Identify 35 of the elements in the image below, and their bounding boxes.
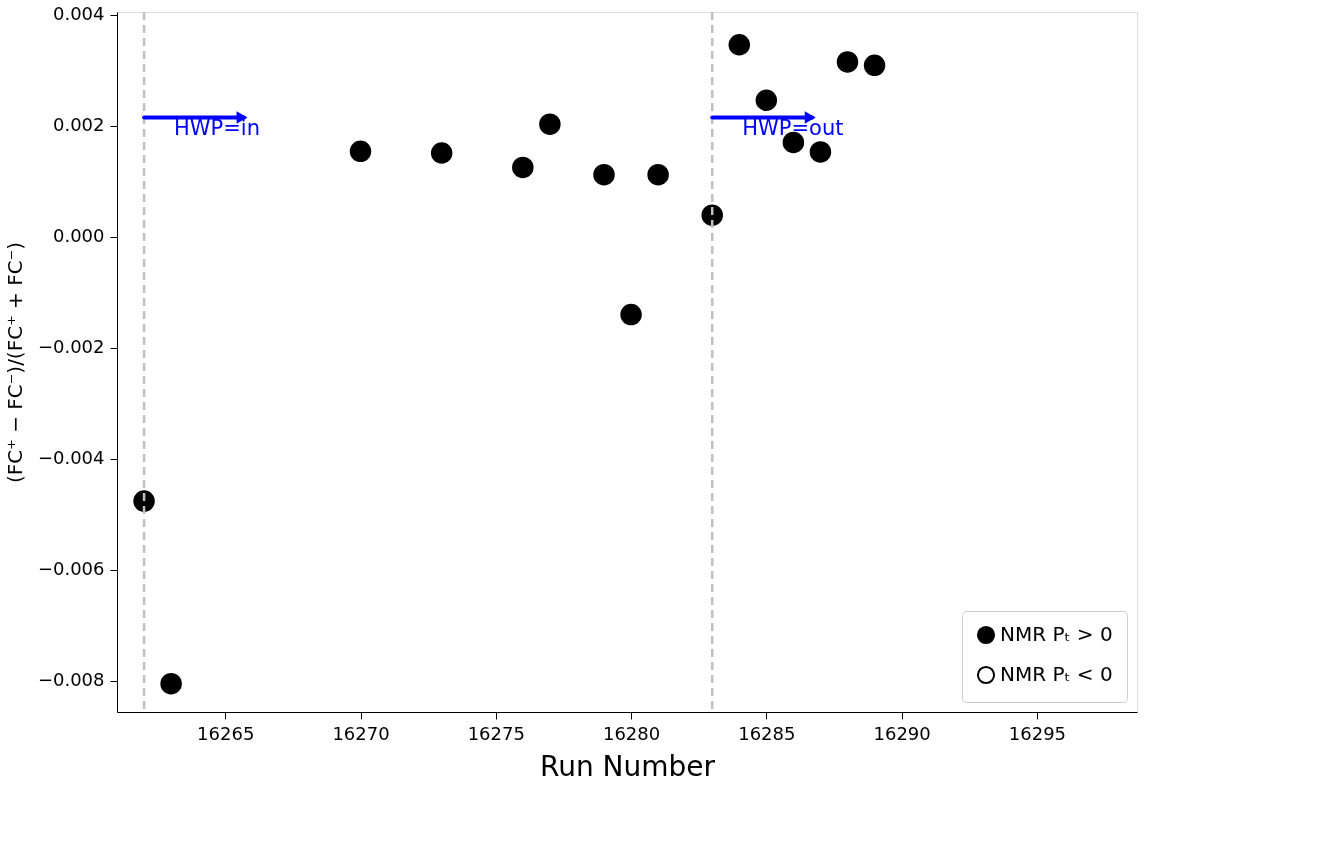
point bbox=[160, 672, 182, 695]
x-tick-label: 16280 bbox=[602, 722, 661, 744]
x-axis-title: Run Number bbox=[539, 749, 716, 783]
y-tick-label: 0.000 bbox=[52, 225, 105, 247]
x-tick-label: 16275 bbox=[467, 722, 525, 744]
point bbox=[539, 113, 561, 135]
point bbox=[512, 156, 534, 179]
point bbox=[701, 204, 723, 226]
point bbox=[728, 34, 751, 56]
point bbox=[430, 142, 453, 164]
point bbox=[809, 141, 832, 163]
y-tick-label: −0.002 bbox=[37, 336, 105, 358]
x-tick-label: 16290 bbox=[873, 722, 931, 744]
point bbox=[593, 163, 615, 186]
y-tick-label: −0.004 bbox=[37, 447, 105, 469]
x-tick-label: 16295 bbox=[1008, 722, 1067, 744]
annotation: HWP=out bbox=[742, 116, 844, 141]
y-tick-label: −0.008 bbox=[37, 669, 105, 691]
y-tick-label: 0.004 bbox=[52, 3, 105, 25]
annotation: HWP=in bbox=[174, 116, 261, 141]
y-axis-title: (FC⁺ − FC⁻)/(FC⁺ + FC⁻) bbox=[2, 242, 27, 483]
x-tick-label: 16265 bbox=[197, 722, 255, 744]
legend-label: NMR Pₜ < 0 bbox=[1000, 662, 1113, 686]
y-tick-label: 0.002 bbox=[52, 114, 105, 136]
point bbox=[349, 140, 372, 163]
point bbox=[863, 54, 886, 77]
x-tick-label: 16285 bbox=[738, 722, 796, 744]
point bbox=[836, 51, 859, 73]
point bbox=[620, 303, 642, 326]
point bbox=[755, 89, 778, 111]
y-tick-label: −0.006 bbox=[37, 558, 105, 580]
point bbox=[647, 163, 669, 186]
x-tick-label: 16270 bbox=[332, 722, 390, 744]
legend-label: NMR Pₜ > 0 bbox=[1000, 622, 1113, 646]
point bbox=[133, 490, 155, 512]
